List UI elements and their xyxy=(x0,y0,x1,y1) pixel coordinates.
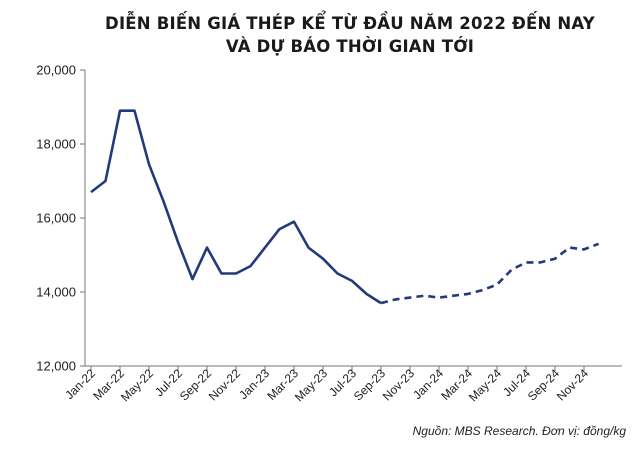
chart-title-line-2: VÀ DỰ BÁO THỜI GIAN TỚI xyxy=(225,37,475,56)
chart-title-line-1: DIỄN BIẾN GIÁ THÉP KỂ TỪ ĐẦU NĂM 2022 ĐẾ… xyxy=(105,14,595,33)
x-tick-label: Nov-24 xyxy=(554,366,591,403)
forecast-series-line xyxy=(380,242,599,305)
y-tick-label: 16,000 xyxy=(36,211,76,226)
x-tick-label: Nov-23 xyxy=(380,366,417,403)
chart-axes xyxy=(84,70,622,367)
x-axis-ticks: Jan-22Mar-22May-22Jul-22Sep-22Nov-22Jan-… xyxy=(62,366,591,404)
x-tick-label: Nov-22 xyxy=(206,366,243,403)
actual-series-line xyxy=(90,109,382,305)
y-tick-label: 18,000 xyxy=(36,137,76,152)
x-tick-label: May-23 xyxy=(292,366,330,404)
x-tick-label: Sep-23 xyxy=(351,366,388,403)
chart-series xyxy=(90,109,599,305)
y-axis-ticks: 12,000 14,000 16,000 18,000 20,000 xyxy=(36,63,85,374)
source-note: Nguồn: MBS Research. Đơn vị: đồng/kg xyxy=(412,424,626,438)
y-tick-label: 20,000 xyxy=(36,63,76,78)
x-tick-label: May-24 xyxy=(466,366,504,404)
chart-title: DIỄN BIẾN GIÁ THÉP KỂ TỪ ĐẦU NĂM 2022 ĐẾ… xyxy=(60,12,640,58)
x-tick-label: Sep-22 xyxy=(177,366,214,403)
x-tick-label: May-22 xyxy=(118,366,156,404)
y-tick-label: 14,000 xyxy=(36,285,76,300)
x-tick-label: Sep-24 xyxy=(525,366,562,403)
y-tick-label: 12,000 xyxy=(36,359,76,374)
